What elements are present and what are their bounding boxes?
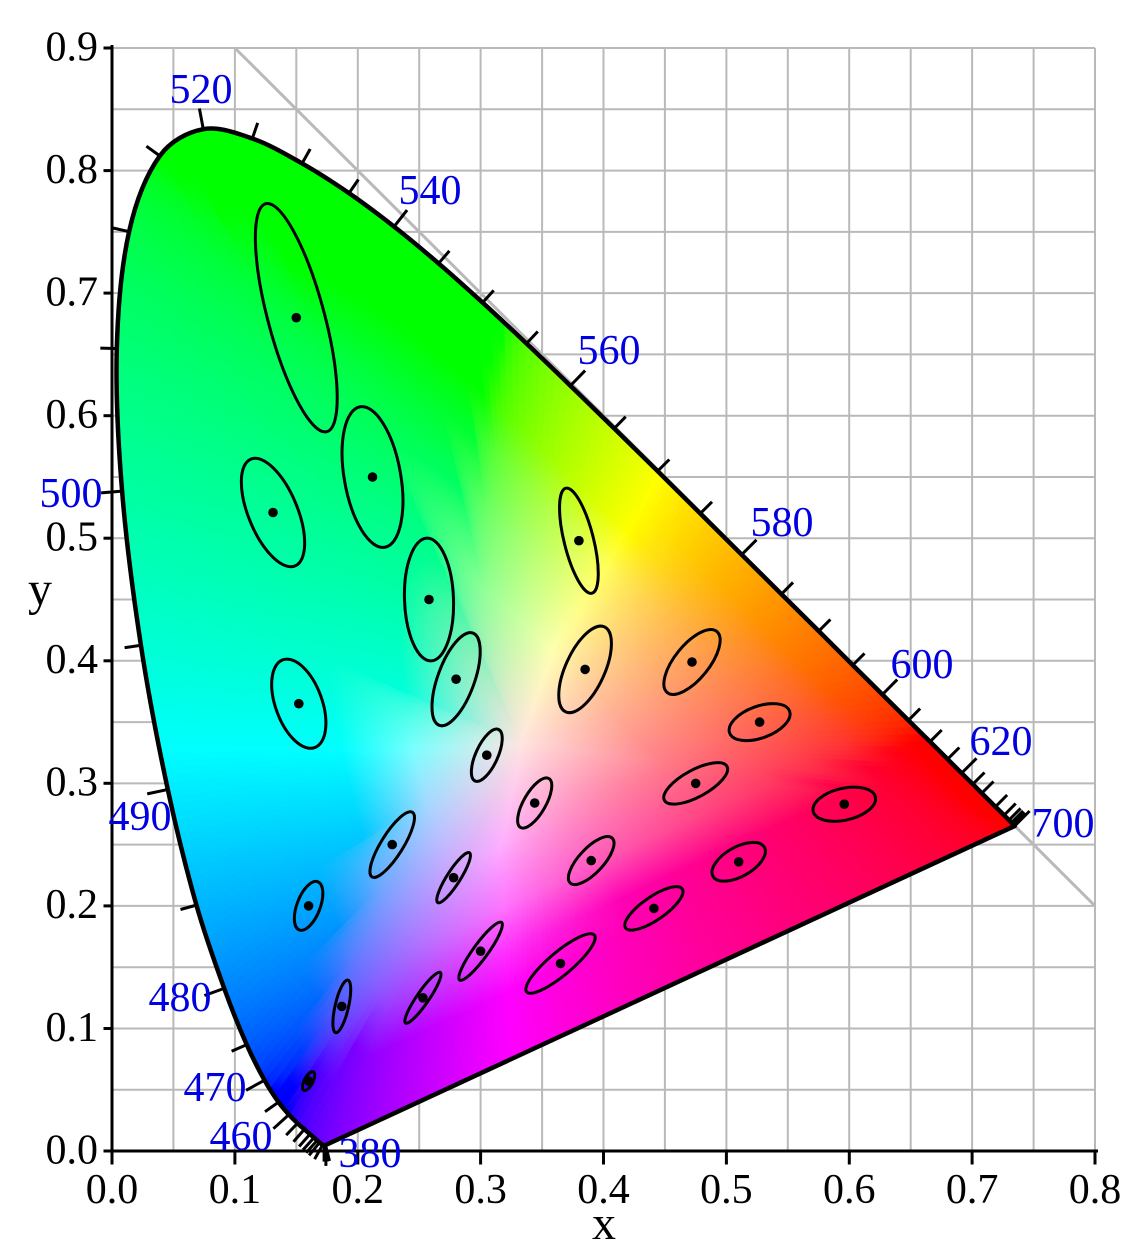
svg-text:0.4: 0.4 bbox=[46, 637, 99, 683]
svg-text:y: y bbox=[28, 563, 52, 616]
svg-text:520: 520 bbox=[170, 67, 233, 113]
svg-text:500: 500 bbox=[40, 471, 103, 517]
svg-text:x: x bbox=[592, 1197, 616, 1250]
svg-text:560: 560 bbox=[578, 328, 641, 374]
svg-text:490: 490 bbox=[109, 794, 172, 840]
svg-text:0.0: 0.0 bbox=[86, 1167, 139, 1213]
svg-text:620: 620 bbox=[970, 719, 1033, 765]
svg-text:470: 470 bbox=[184, 1065, 247, 1111]
svg-text:0.1: 0.1 bbox=[209, 1167, 262, 1213]
svg-text:0.8: 0.8 bbox=[46, 147, 99, 193]
svg-text:700: 700 bbox=[1032, 801, 1095, 847]
svg-text:0.6: 0.6 bbox=[823, 1167, 876, 1213]
svg-text:0.0: 0.0 bbox=[46, 1127, 99, 1173]
svg-text:0.8: 0.8 bbox=[1069, 1167, 1122, 1213]
svg-text:600: 600 bbox=[891, 642, 954, 688]
svg-text:0.5: 0.5 bbox=[46, 515, 99, 561]
svg-text:0.5: 0.5 bbox=[700, 1167, 753, 1213]
svg-text:0.9: 0.9 bbox=[46, 24, 99, 70]
svg-text:0.2: 0.2 bbox=[332, 1167, 385, 1213]
svg-text:0.7: 0.7 bbox=[46, 269, 99, 315]
svg-text:0.1: 0.1 bbox=[46, 1005, 99, 1051]
svg-text:480: 480 bbox=[149, 975, 212, 1021]
svg-text:0.3: 0.3 bbox=[454, 1167, 507, 1213]
svg-text:0.3: 0.3 bbox=[46, 760, 99, 806]
svg-text:0.6: 0.6 bbox=[46, 392, 99, 438]
svg-text:580: 580 bbox=[751, 500, 814, 546]
svg-text:380: 380 bbox=[339, 1131, 402, 1177]
svg-text:540: 540 bbox=[399, 168, 462, 214]
svg-text:0.4: 0.4 bbox=[577, 1167, 630, 1213]
svg-text:0.7: 0.7 bbox=[946, 1167, 999, 1213]
svg-text:460: 460 bbox=[210, 1114, 273, 1160]
svg-text:0.2: 0.2 bbox=[46, 882, 99, 928]
